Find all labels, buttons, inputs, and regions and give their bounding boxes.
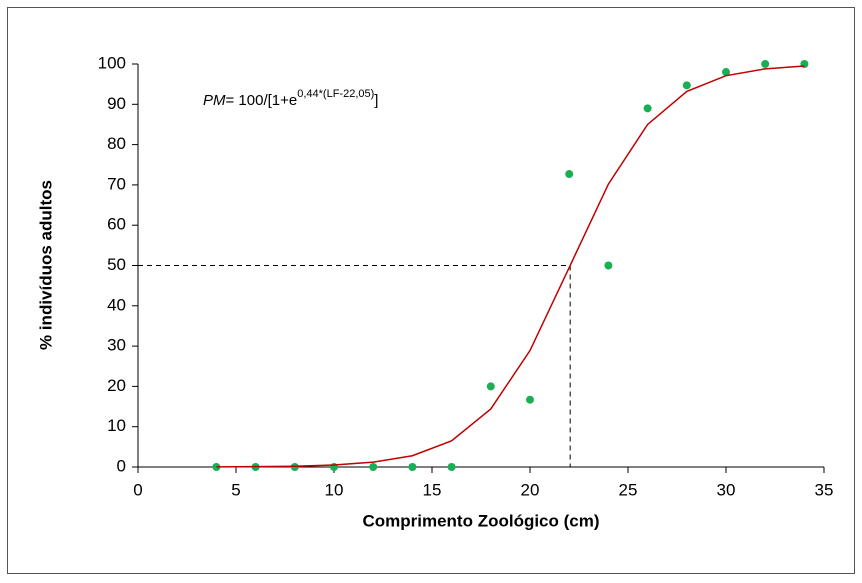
annotation-superscript: 0,44*(LF-22,05) <box>297 88 374 100</box>
y-tick-label: 50 <box>107 255 126 274</box>
y-tick-label: 60 <box>107 215 126 234</box>
x-axis-label: Comprimento Zoológico (cm) <box>362 511 599 530</box>
y-axis-label: % indivíduos adultos <box>36 180 55 350</box>
annotation-italic: PM <box>203 92 226 109</box>
x-tick-label: 35 <box>815 480 834 499</box>
y-tick-label: 100 <box>98 53 126 72</box>
data-point <box>722 68 730 77</box>
data-point <box>565 170 574 179</box>
x-tick-label: 30 <box>717 480 736 499</box>
x-tick-label: 10 <box>325 480 344 499</box>
data-point <box>369 463 378 471</box>
data-point <box>526 395 534 404</box>
x-tick-label: 0 <box>133 480 142 499</box>
chart-border <box>7 7 855 574</box>
y-tick-label: 30 <box>107 336 126 355</box>
x-tick-label: 5 <box>231 480 240 499</box>
x-tick-label: 15 <box>423 480 442 499</box>
x-tick-label: 20 <box>521 480 540 499</box>
annotation: PM= 100/[1+e0,44*(LF-22,05)] <box>203 88 378 109</box>
y-tick-label: 80 <box>107 134 126 153</box>
data-point <box>486 382 495 391</box>
y-tick-label: 70 <box>107 174 126 193</box>
data-point <box>408 463 417 471</box>
x-tick-label: 25 <box>619 480 638 499</box>
annotation-text: = 100/[1+e <box>226 92 298 109</box>
data-point <box>447 463 456 471</box>
y-tick-label: 90 <box>107 94 126 113</box>
annotation-end: ] <box>374 92 378 109</box>
data-point <box>643 104 652 113</box>
y-tick-label: 0 <box>117 456 126 475</box>
data-point <box>212 463 221 471</box>
y-tick-label: 20 <box>107 376 126 395</box>
data-point <box>290 463 299 471</box>
y-tick-label: 10 <box>107 416 126 435</box>
data-point <box>604 261 613 270</box>
y-tick-label: 40 <box>107 295 126 314</box>
data-point <box>682 81 691 90</box>
data-point <box>761 60 770 68</box>
fit-line <box>216 65 805 468</box>
